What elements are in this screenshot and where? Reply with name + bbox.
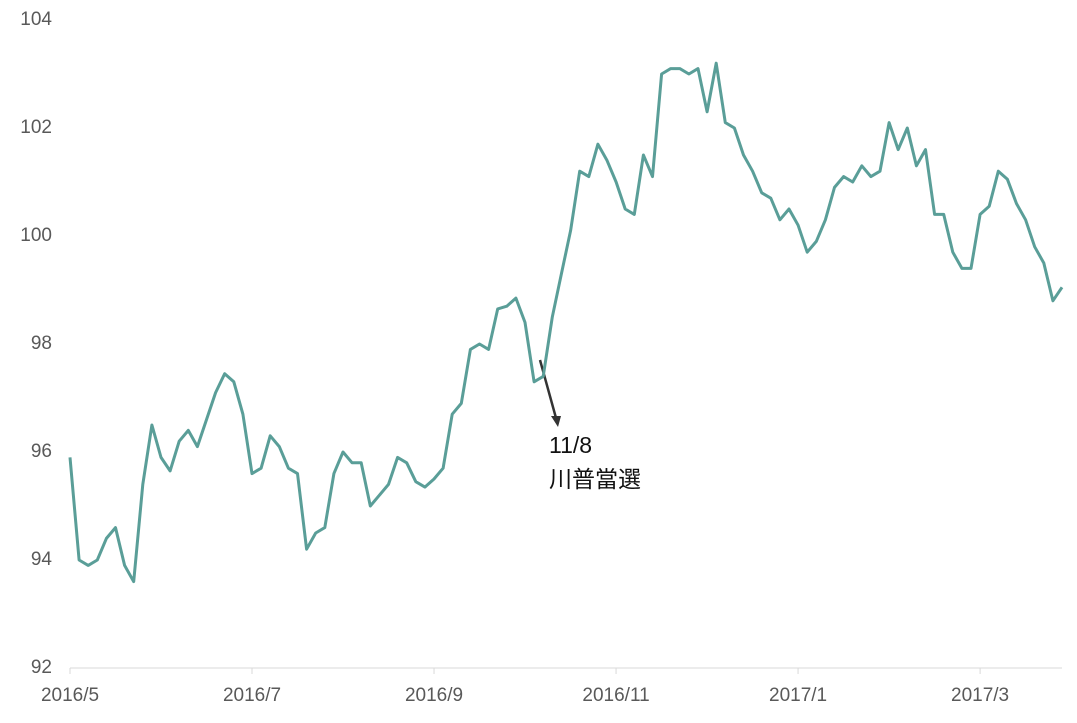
annotation-arrow [538, 359, 558, 419]
x-tick-label: 2017/1 [769, 685, 827, 706]
y-tick-label: 96 [31, 441, 52, 462]
data-line [68, 61, 1064, 584]
y-tick-label: 94 [31, 549, 53, 570]
x-tick-label: 2016/9 [405, 685, 463, 706]
x-tick-label: 2016/11 [582, 685, 649, 706]
y-tick-label: 98 [31, 333, 52, 354]
annotation-date: 11/8 [549, 432, 592, 458]
x-tick-label: 2017/3 [951, 685, 1009, 706]
x-tick-label: 2016/5 [41, 685, 99, 706]
y-tick-label: 100 [20, 225, 52, 246]
annotation-text: 川普當選 [549, 466, 641, 492]
y-tick-label: 102 [20, 117, 52, 138]
x-tick-label: 2016/7 [223, 685, 281, 706]
y-tick-label: 92 [31, 657, 52, 678]
arrow-head [551, 416, 561, 427]
y-tick-label: 104 [20, 9, 52, 30]
